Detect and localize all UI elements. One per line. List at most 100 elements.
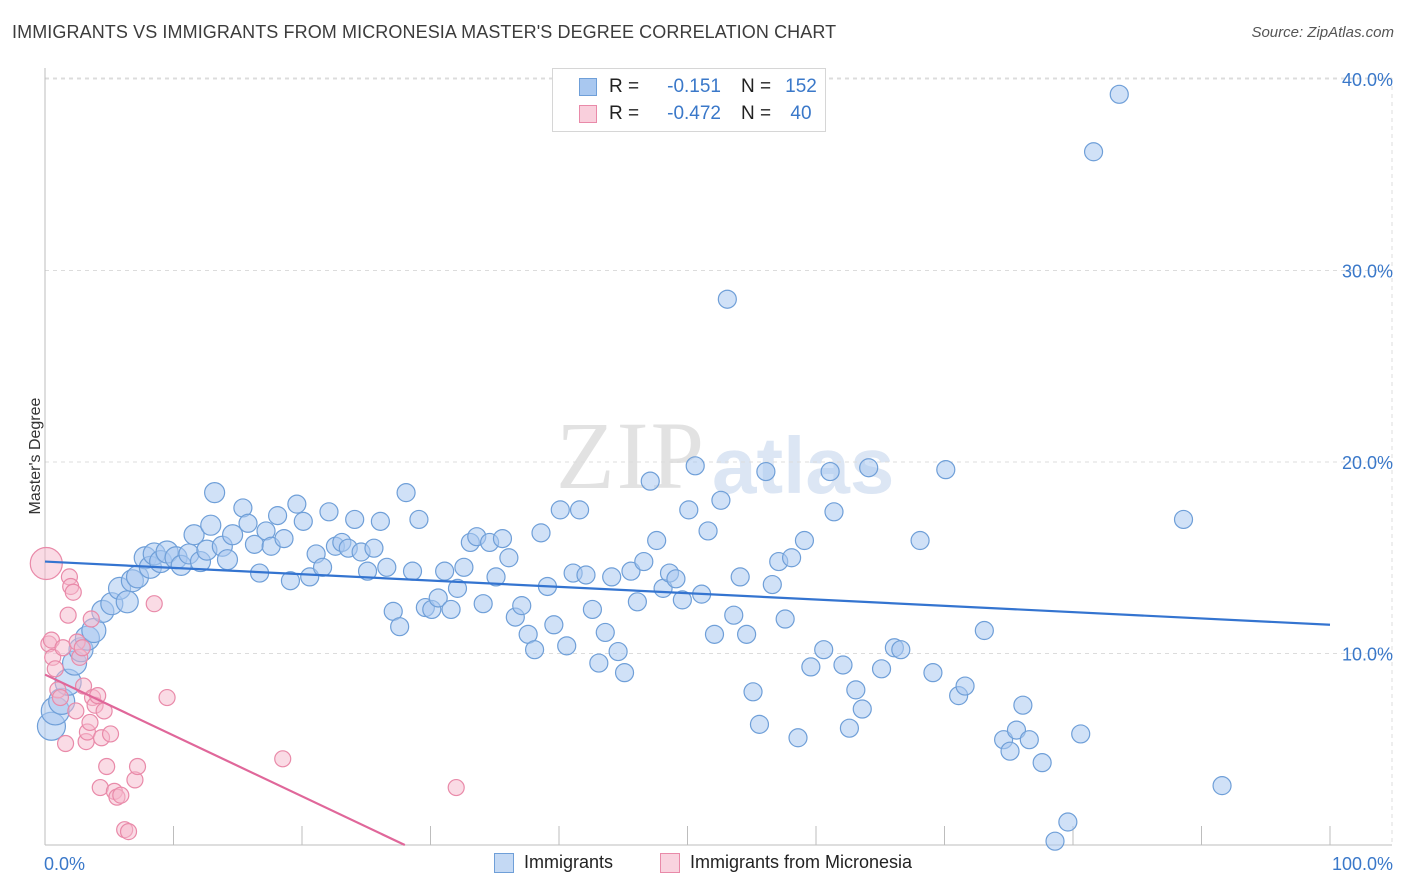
- point-immigrants: [569, 500, 590, 520]
- point-immigrants: [756, 461, 776, 482]
- point-immigrants: [781, 548, 802, 568]
- point-immigrants: [923, 663, 943, 683]
- point-micronesia: [64, 583, 82, 601]
- point-immigrants: [216, 549, 239, 571]
- point-immigrants: [891, 640, 911, 660]
- stats-legend-row-micronesia: R = -0.472 N = 40: [553, 101, 821, 127]
- point-immigrants: [640, 471, 660, 491]
- r-label: R =: [609, 103, 640, 124]
- point-immigrants: [595, 622, 615, 643]
- point-immigrants: [531, 523, 551, 543]
- point-immigrants: [871, 659, 892, 679]
- point-micronesia: [73, 639, 91, 657]
- point-immigrants: [1212, 776, 1232, 796]
- point-immigrants: [608, 641, 628, 662]
- point-micronesia: [101, 725, 120, 743]
- point-immigrants: [711, 490, 731, 510]
- y-tick-label: 20.0%: [1342, 453, 1393, 473]
- point-immigrants: [441, 599, 461, 620]
- point-immigrants: [749, 714, 770, 734]
- point-immigrants: [698, 521, 718, 541]
- immigrants-legend-swatch: [494, 852, 514, 873]
- point-immigrants: [1083, 142, 1104, 162]
- stats-legend: R = -0.151 N = 152 R = -0.472 N = 40: [552, 68, 826, 132]
- point-immigrants: [576, 565, 596, 585]
- point-immigrants: [238, 513, 258, 533]
- point-immigrants: [788, 728, 808, 748]
- point-micronesia: [67, 702, 85, 720]
- point-immigrants: [634, 551, 654, 572]
- point-micronesia: [145, 595, 163, 613]
- point-immigrants: [589, 653, 609, 673]
- n-value: 40: [790, 103, 812, 124]
- point-immigrants: [762, 574, 782, 595]
- point-micronesia: [51, 688, 70, 707]
- point-immigrants: [846, 680, 866, 700]
- point-immigrants: [820, 461, 840, 482]
- point-immigrants: [679, 500, 699, 520]
- point-immigrants: [183, 524, 205, 546]
- point-immigrants: [627, 592, 647, 612]
- point-immigrants: [524, 640, 545, 660]
- point-immigrants: [1013, 695, 1033, 715]
- point-immigrants: [1058, 812, 1078, 832]
- point-immigrants: [1173, 509, 1194, 530]
- point-immigrants: [1006, 720, 1027, 740]
- point-immigrants: [852, 699, 872, 719]
- stats-legend-row-immigrants: R = -0.151 N = 152: [553, 74, 821, 100]
- point-micronesia: [274, 750, 292, 768]
- point-immigrants: [814, 640, 834, 660]
- point-immigrants: [447, 578, 468, 598]
- legend-item-micronesia[interactable]: Immigrants from Micronesia: [660, 852, 912, 873]
- point-immigrants: [345, 509, 365, 530]
- watermark-zip: ZIP: [556, 402, 706, 509]
- point-immigrants: [1071, 724, 1091, 744]
- point-immigrants: [377, 557, 397, 577]
- point-immigrants: [428, 588, 448, 608]
- y-tick-label: 10.0%: [1342, 645, 1393, 665]
- point-immigrants: [801, 657, 821, 677]
- n-value: 152: [785, 76, 817, 97]
- point-immigrants: [312, 557, 333, 577]
- point-immigrants: [717, 289, 737, 309]
- point-immigrants: [409, 509, 429, 530]
- point-micronesia: [447, 778, 465, 797]
- point-immigrants: [267, 506, 288, 526]
- legend-label-micronesia: Immigrants from Micronesia: [690, 852, 913, 872]
- point-immigrants: [824, 502, 844, 522]
- point-immigrants: [204, 482, 226, 504]
- point-immigrants: [274, 528, 294, 549]
- point-immigrants: [287, 494, 307, 514]
- point-immigrants: [435, 561, 455, 581]
- point-immigrants: [486, 567, 506, 587]
- point-micronesia: [56, 734, 75, 753]
- point-immigrants: [293, 511, 313, 531]
- point-immigrants: [704, 624, 725, 644]
- point-immigrants: [1109, 84, 1129, 104]
- point-immigrants: [737, 624, 757, 644]
- point-immigrants: [936, 460, 956, 480]
- r-value: -0.472: [667, 103, 721, 124]
- point-immigrants: [775, 609, 795, 629]
- micronesia-swatch: [579, 105, 597, 123]
- point-immigrants: [974, 620, 994, 641]
- n-label: N =: [741, 76, 772, 97]
- point-immigrants: [1000, 741, 1020, 761]
- point-immigrants: [454, 557, 474, 577]
- legend-label-immigrants: Immigrants: [524, 852, 614, 872]
- point-immigrants: [859, 458, 879, 478]
- point-immigrants: [200, 514, 222, 536]
- point-immigrants: [300, 567, 320, 587]
- point-micronesia: [29, 546, 63, 581]
- point-micronesia: [158, 688, 176, 707]
- y-tick-label: 30.0%: [1342, 262, 1393, 282]
- legend-item-immigrants[interactable]: Immigrants: [494, 852, 613, 873]
- point-immigrants: [364, 538, 384, 558]
- point-micronesia: [98, 757, 116, 776]
- point-immigrants: [1019, 730, 1039, 750]
- point-immigrants: [647, 530, 667, 551]
- point-immigrants: [910, 530, 930, 551]
- point-immigrants: [724, 605, 744, 625]
- point-immigrants: [666, 569, 686, 589]
